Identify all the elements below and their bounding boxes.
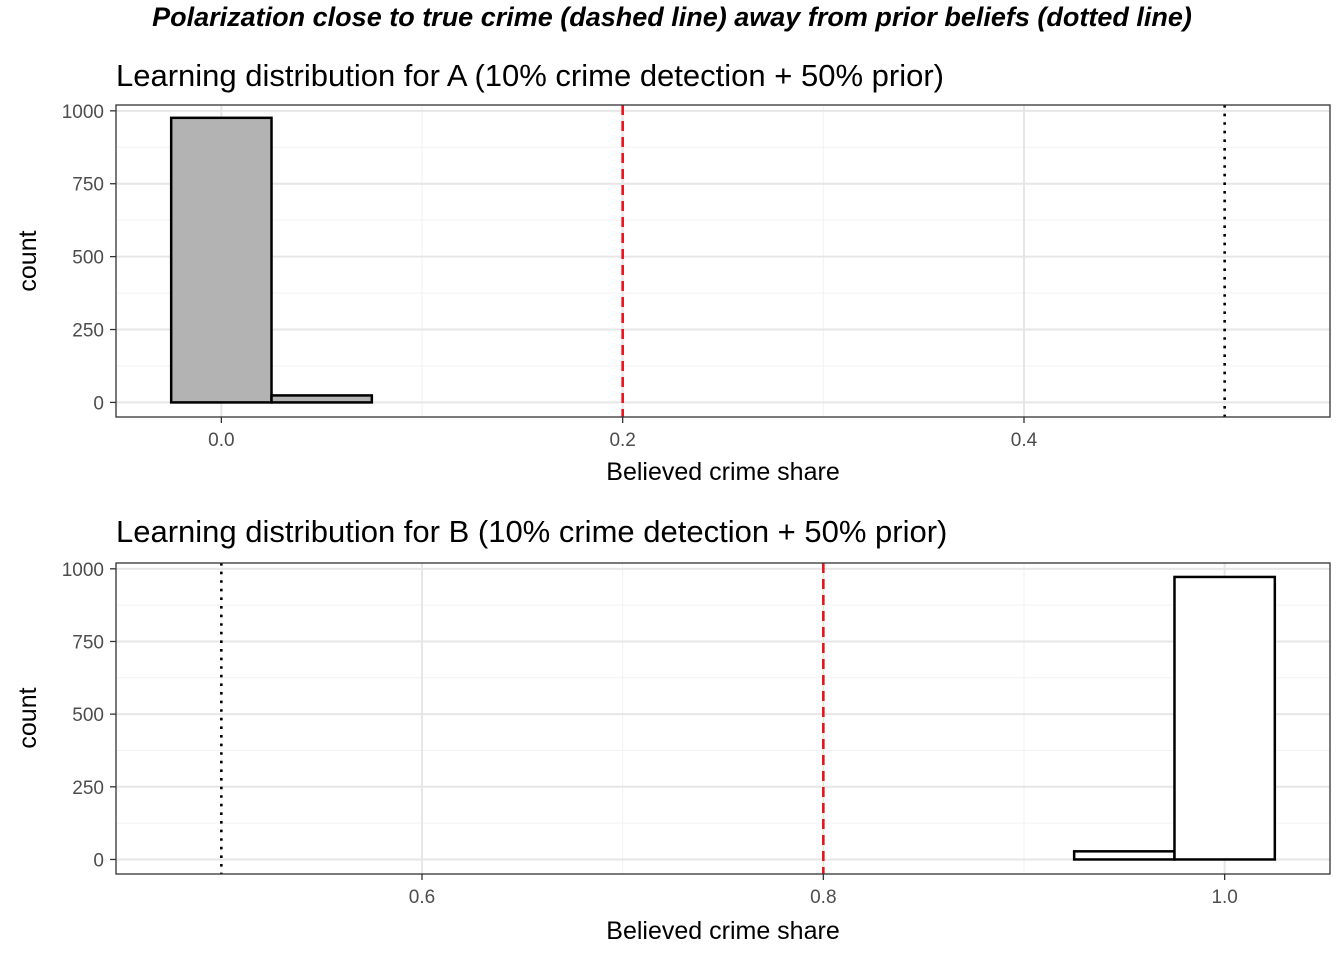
y-axis-title: count <box>14 230 42 291</box>
x-axis-title: Believed crime share <box>606 458 839 486</box>
panel-border <box>115 562 1331 875</box>
y-axis-title: count <box>14 687 42 748</box>
panel-title: Learning distribution for A (10% crime d… <box>116 58 944 93</box>
y-tick-label: 0 <box>93 393 104 414</box>
panel-a: Learning distribution for A (10% crime d… <box>14 58 1331 486</box>
main-title: Polarization close to true crime (dashed… <box>152 2 1192 32</box>
y-tick-label: 1000 <box>62 102 104 123</box>
y-tick-label: 250 <box>72 778 104 799</box>
y-tick-label: 1000 <box>62 560 104 581</box>
x-tick-label: 0.4 <box>1011 430 1038 451</box>
y-tick-label: 750 <box>72 175 104 196</box>
panel-b: Learning distribution for B (10% crime d… <box>14 514 1331 945</box>
panel-border <box>115 104 1331 418</box>
x-tick-label: 0.6 <box>409 887 435 908</box>
y-tick-label: 500 <box>72 705 104 726</box>
x-tick-label: 0.0 <box>208 430 234 451</box>
y-tick-label: 250 <box>72 321 104 342</box>
histogram-bar <box>270 394 374 404</box>
panel-title: Learning distribution for B (10% crime d… <box>116 514 947 549</box>
y-tick-label: 500 <box>72 248 104 269</box>
histogram-bar <box>1173 575 1277 861</box>
x-tick-label: 0.8 <box>810 887 836 908</box>
histogram-bar <box>169 116 273 404</box>
y-tick-label: 0 <box>93 850 104 871</box>
histogram-bar <box>1072 850 1176 861</box>
x-tick-label: 0.2 <box>609 430 635 451</box>
y-tick-label: 750 <box>72 632 104 653</box>
x-axis-title: Believed crime share <box>606 917 839 945</box>
x-tick-label: 1.0 <box>1211 887 1237 908</box>
